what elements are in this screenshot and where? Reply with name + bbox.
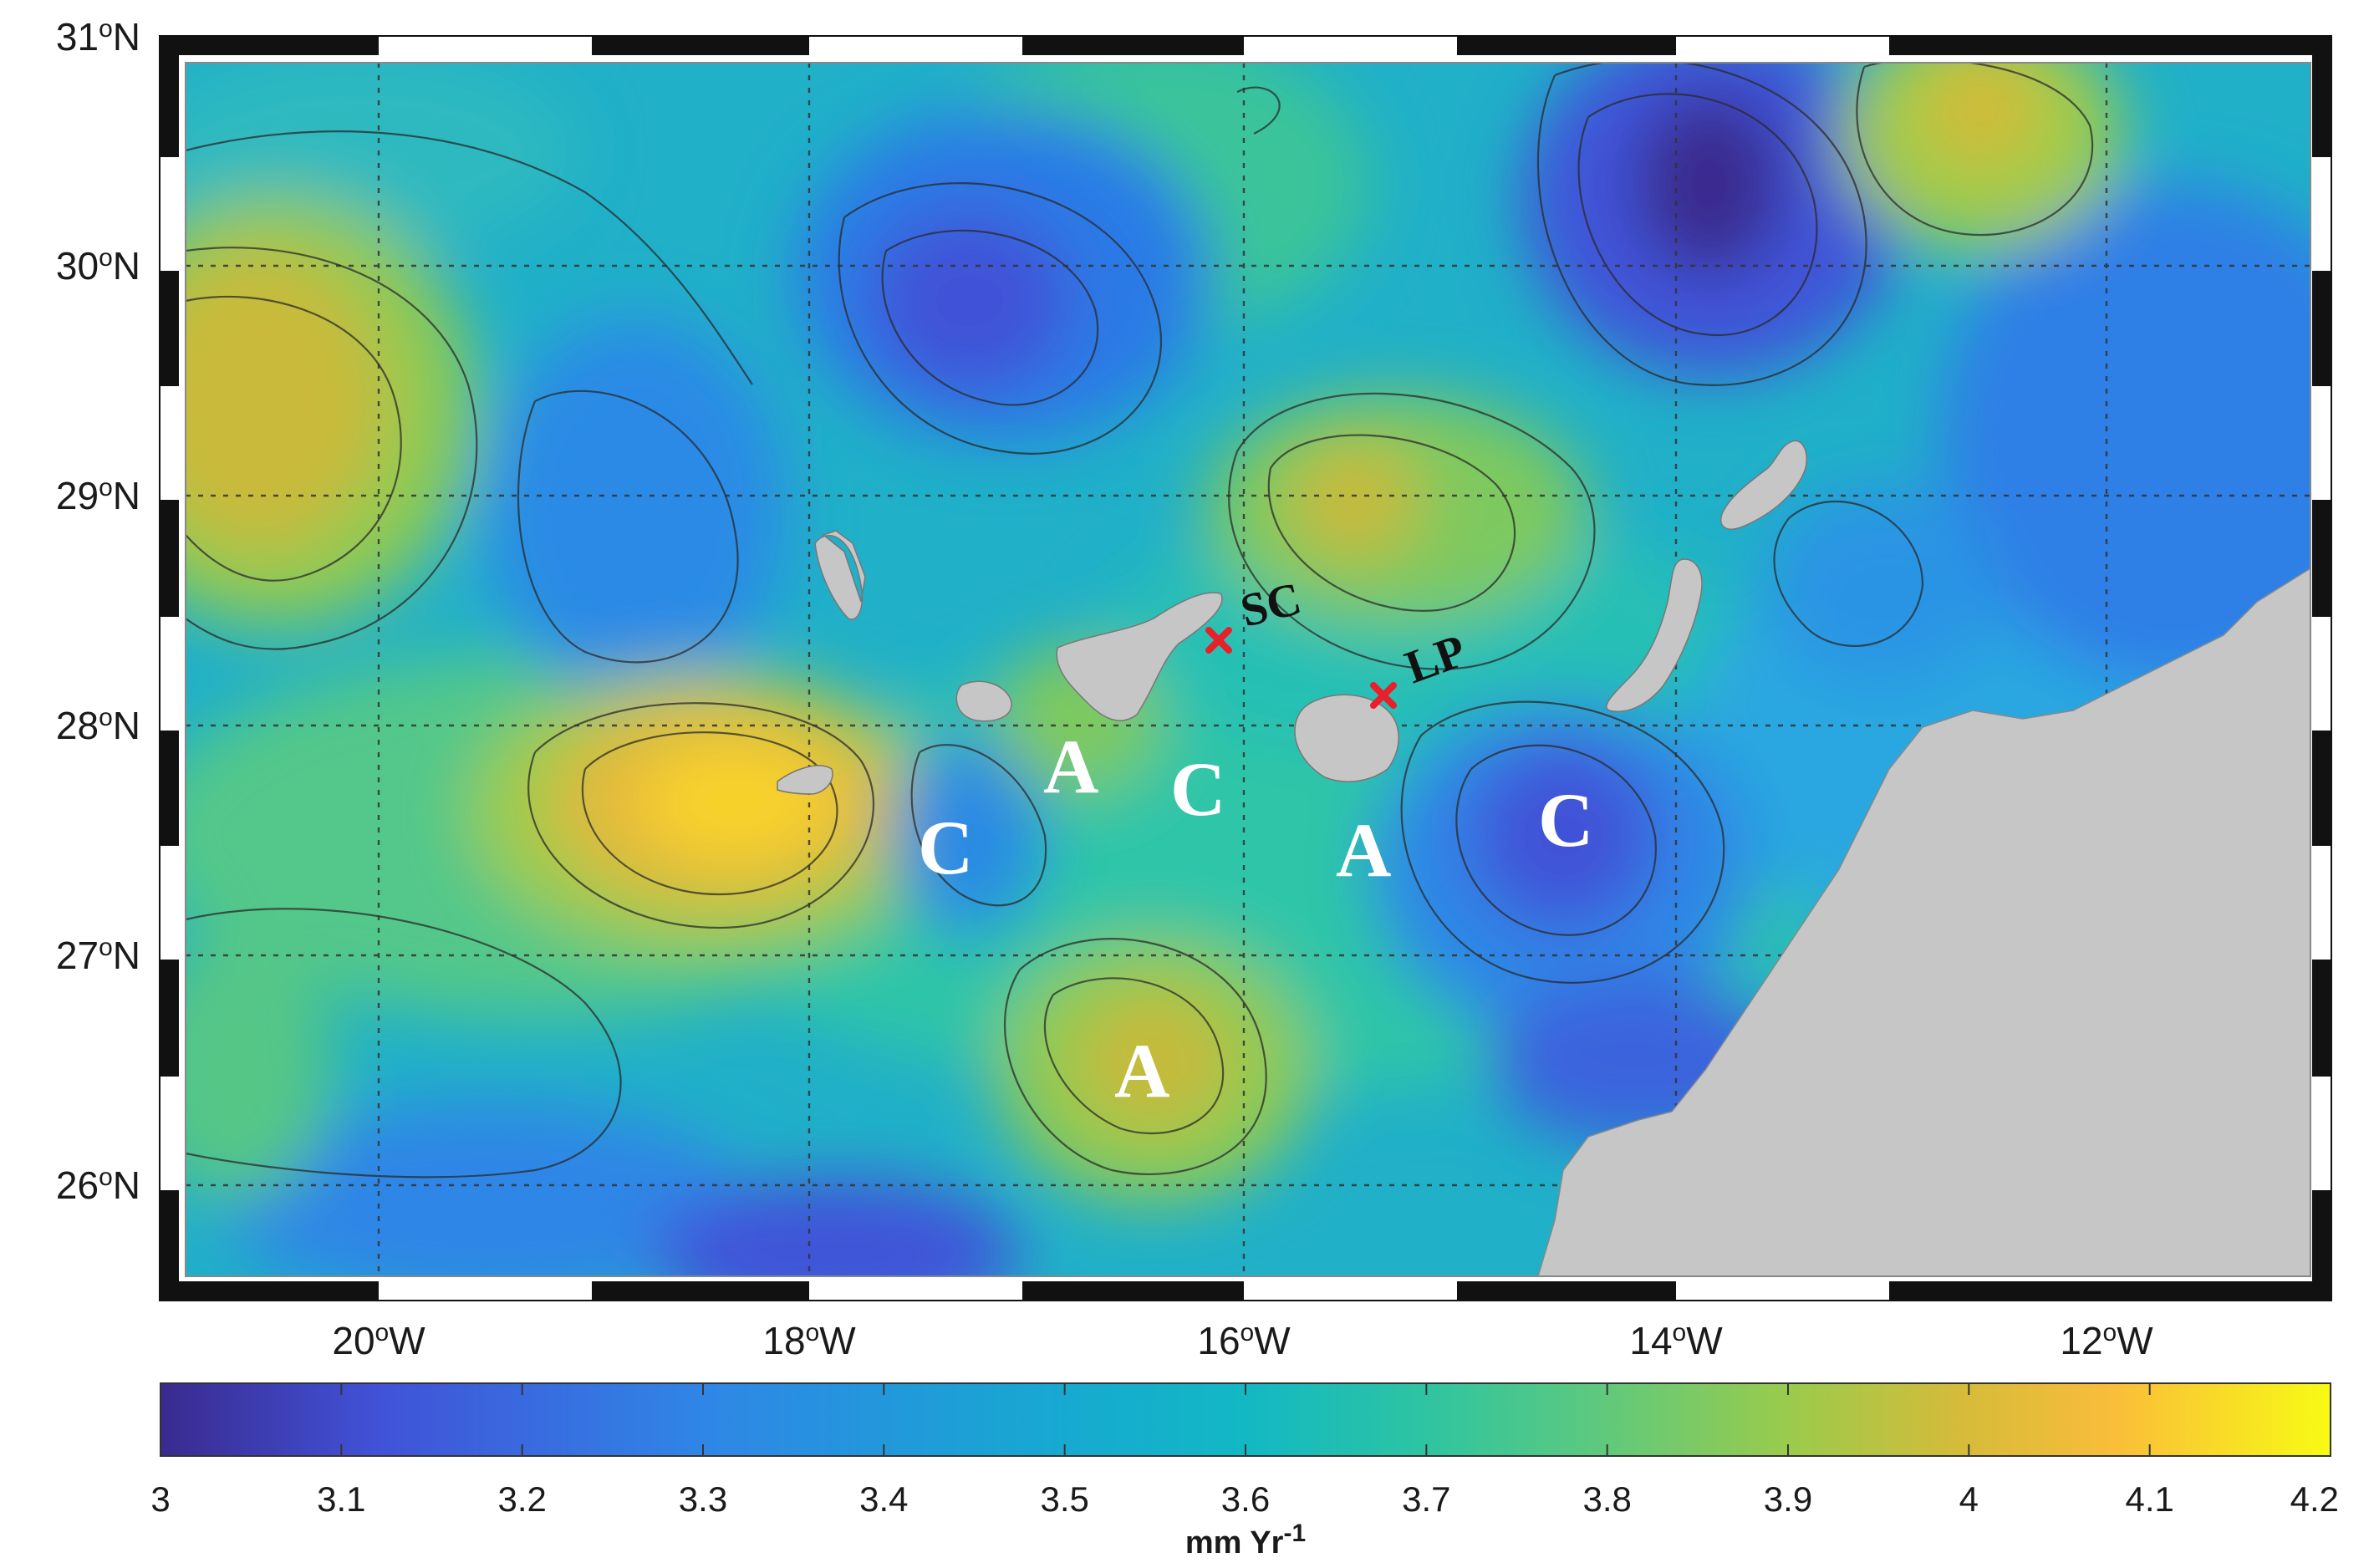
eddy-label: C xyxy=(1538,777,1593,863)
colorbar-tick-labels: 3 3.1 3.2 3.3 3.4 3.5 3.6 3.7 3.8 3.9 4 4.1 4.2 xyxy=(150,1479,2339,1519)
island-lanzarote xyxy=(1720,440,1807,530)
colorbar-tick-label: 4 xyxy=(1959,1479,1979,1519)
island-tenerife xyxy=(1056,592,1223,721)
eddy-label: A xyxy=(1043,724,1098,809)
lat-tick-label: 27oN xyxy=(56,934,140,977)
colorbar-ticks xyxy=(160,1383,2331,1456)
eddy-label: C xyxy=(1170,746,1225,832)
island-el-hierro xyxy=(777,765,833,795)
eddy-label: C xyxy=(918,805,973,890)
site-markers xyxy=(1205,627,1397,709)
frame-ticks xyxy=(160,37,2331,1300)
colorbar-tick-label: 3.8 xyxy=(1582,1479,1631,1519)
eddy-label: A xyxy=(1336,807,1391,893)
lon-tick-label: 14oW xyxy=(1629,1319,1723,1362)
colorbar-tick-label: 3.9 xyxy=(1764,1479,1812,1519)
lat-tick-label: 29oN xyxy=(56,474,140,517)
african-coast xyxy=(1537,568,2310,1276)
island-la-palma xyxy=(814,530,866,620)
colorbar-tick-label: 4.2 xyxy=(2290,1479,2339,1519)
site-marker-lp xyxy=(1370,682,1397,709)
colorbar-tick-label: 3.5 xyxy=(1040,1479,1088,1519)
colorbar-tick-label: 4.1 xyxy=(2125,1479,2173,1519)
colorbar-tick-label: 3.1 xyxy=(317,1479,365,1519)
map-field xyxy=(186,63,2310,1276)
island-la-gomera xyxy=(955,680,1012,722)
lat-tick-label: 30oN xyxy=(56,244,140,288)
site-marker-sc xyxy=(1205,627,1232,654)
colorbar-tick-label: 3.6 xyxy=(1221,1479,1270,1519)
colorbar-unit: mm Yr-1 xyxy=(1185,1520,1306,1560)
eddy-label: A xyxy=(1114,1028,1169,1113)
colorbar xyxy=(160,1382,2331,1457)
lat-tick-label: 26oN xyxy=(56,1163,140,1207)
colorbar-tick-label: 3.2 xyxy=(497,1479,546,1519)
lon-tick-label: 20oW xyxy=(332,1319,425,1362)
colorbar-tick-label: 3.3 xyxy=(679,1479,727,1519)
lon-tick-label: 16oW xyxy=(1197,1319,1291,1362)
colorbar-tick-label: 3.4 xyxy=(859,1479,908,1519)
lon-axis: 20oW 18oW 16oW 14oW 12oW xyxy=(332,1319,2153,1362)
lat-axis: 31oN 30oN 29oN 28oN 27oN 26oN xyxy=(56,15,140,1207)
lon-tick-label: 12oW xyxy=(2060,1319,2153,1362)
colorbar-tick-label: 3.7 xyxy=(1402,1479,1450,1519)
lat-tick-label: 28oN xyxy=(56,704,140,747)
island-fuerteventura xyxy=(1606,558,1703,712)
lat-tick-label: 31oN xyxy=(56,15,140,59)
lon-tick-label: 18oW xyxy=(762,1319,856,1362)
colorbar-tick-label: 3 xyxy=(150,1479,170,1519)
